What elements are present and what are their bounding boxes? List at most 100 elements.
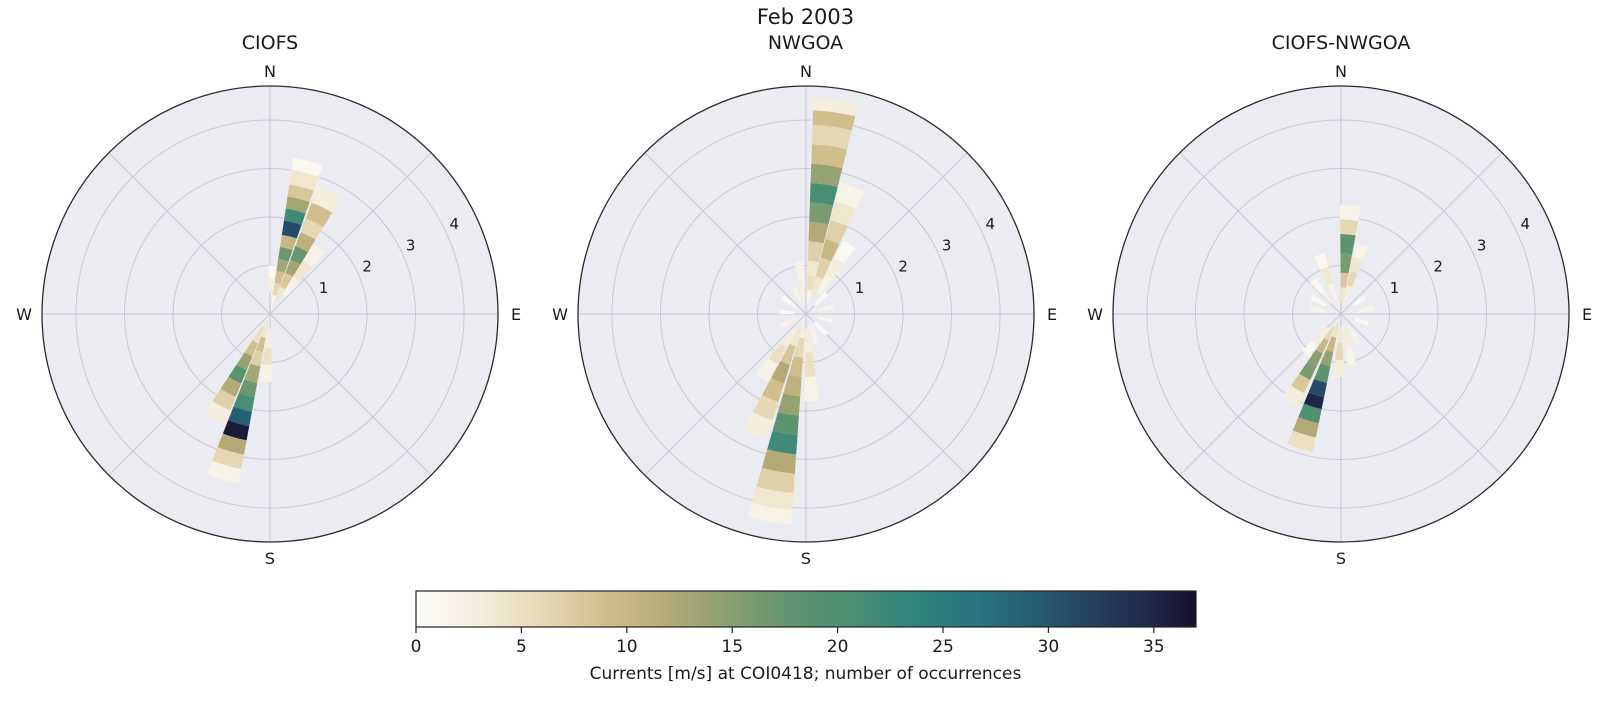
spoke-line [108, 152, 271, 315]
bar-segment [290, 245, 309, 265]
bar-segment [756, 467, 795, 494]
bar-segment [1298, 403, 1322, 424]
spoke-line [1179, 152, 1342, 315]
radial-tick-label: 4 [985, 215, 995, 233]
colorbar-tick-label: 15 [721, 637, 743, 657]
bar-segment [233, 392, 255, 412]
compass-label-e: E [1046, 305, 1056, 324]
bar-segment [747, 502, 792, 525]
spoke-line [269, 313, 432, 476]
bar-segment [1307, 349, 1323, 367]
radial-tick-label: 3 [406, 236, 416, 254]
bar-segment [217, 433, 247, 455]
spoke-line [805, 313, 968, 476]
bar-segment [1357, 305, 1375, 313]
bar-segment [262, 347, 272, 365]
compass-label-n: N [800, 62, 812, 81]
bar-segment [1308, 378, 1327, 398]
bar-segment [806, 260, 819, 277]
bar-segment [220, 376, 242, 397]
colorbar: 0 5 10 15 20 25 30 35 Currents [m/s] at COI0418… [396, 588, 1216, 684]
bar-segment [289, 170, 319, 191]
radial-tick-label: 2 [898, 258, 908, 276]
bar-segment [790, 286, 802, 304]
compass-label-s: S [265, 549, 275, 568]
bar-segment [1310, 294, 1328, 307]
bar-segment [1327, 283, 1338, 301]
nwgoa-polar-chart: N E S W 1 2 3 4 [552, 62, 1057, 568]
bar-segment [1333, 359, 1345, 378]
bar-segment [807, 241, 824, 263]
bar-segment [287, 184, 314, 202]
spoke-line [108, 313, 271, 476]
spoke-line [1340, 313, 1503, 476]
bar-segment [1340, 233, 1356, 255]
bar-segment [810, 163, 842, 187]
bar-segment [806, 275, 815, 291]
colorbar-tick-label: 20 [826, 637, 848, 657]
bar-segment [1340, 253, 1353, 274]
bar-segment [1312, 327, 1330, 345]
bar-segment [222, 420, 250, 441]
polar-outline [1112, 85, 1570, 543]
bar-segment [300, 218, 324, 240]
compass-label-w: W [16, 305, 32, 324]
bar-segment [805, 289, 812, 305]
bar-segment [812, 110, 855, 131]
bar-segment [804, 328, 812, 353]
bar-segment [261, 323, 269, 338]
bar-segment [804, 352, 816, 378]
bar-segment [813, 321, 828, 337]
bar-segment [816, 304, 835, 312]
charts-row: CIOFS N E S W 1 2 3 4 NWGOA N E S W 1 2 3 4 CIOFS-NWGO… [0, 31, 1611, 576]
bar-segment [1354, 317, 1370, 327]
bar-segment [808, 202, 833, 225]
bar-segment [268, 265, 277, 278]
bar-segment [285, 196, 310, 214]
radial-tick-label: 3 [1477, 236, 1487, 254]
bar-segment [206, 460, 242, 484]
spoke-line [269, 152, 432, 315]
bar-segment [810, 276, 823, 297]
bar-segment [812, 98, 858, 117]
bar-segment [780, 295, 797, 308]
radial-tick-label: 2 [1433, 258, 1443, 276]
bar-segment [797, 280, 805, 300]
polar-outline [576, 85, 1035, 543]
bar-segment [761, 449, 796, 474]
radial-tick-label: 1 [854, 279, 864, 297]
subplot-nwgoa: NWGOA N E S W 1 2 3 4 [546, 31, 1066, 576]
bar-segment [808, 221, 828, 244]
bar-segment [1282, 385, 1305, 407]
bar-segment [768, 343, 787, 365]
bar-segment [811, 124, 852, 150]
bar-segment [1290, 373, 1311, 394]
bar-segment [780, 343, 796, 365]
bar-segment [1353, 242, 1369, 261]
bar-segment [1320, 267, 1333, 286]
bar-segment [1292, 417, 1319, 438]
bar-segment [815, 257, 831, 279]
bar-segment [834, 240, 856, 264]
bar-segment [824, 220, 848, 244]
bar-segment [265, 328, 272, 348]
bar-segment [1335, 342, 1344, 361]
radial-tick-label: 1 [319, 279, 329, 297]
compass-label-n: N [1335, 62, 1347, 81]
bar-segment [752, 395, 778, 421]
bar-segment [1342, 327, 1351, 348]
colorbar-svg: 0 5 10 15 20 25 30 35 [410, 590, 1197, 657]
spoke-line [805, 152, 968, 315]
bar-segment [751, 486, 793, 510]
bar-segment [274, 270, 285, 285]
compass-label-e: E [511, 305, 521, 324]
bar-segment [803, 376, 820, 402]
bar-segment [293, 260, 313, 282]
bar-segment [820, 238, 839, 262]
bar-segment [1345, 346, 1357, 367]
bar-segment [788, 355, 803, 377]
bar-segment [280, 234, 297, 250]
radial-tick-label: 4 [450, 215, 460, 233]
bar-segment [1331, 322, 1340, 338]
